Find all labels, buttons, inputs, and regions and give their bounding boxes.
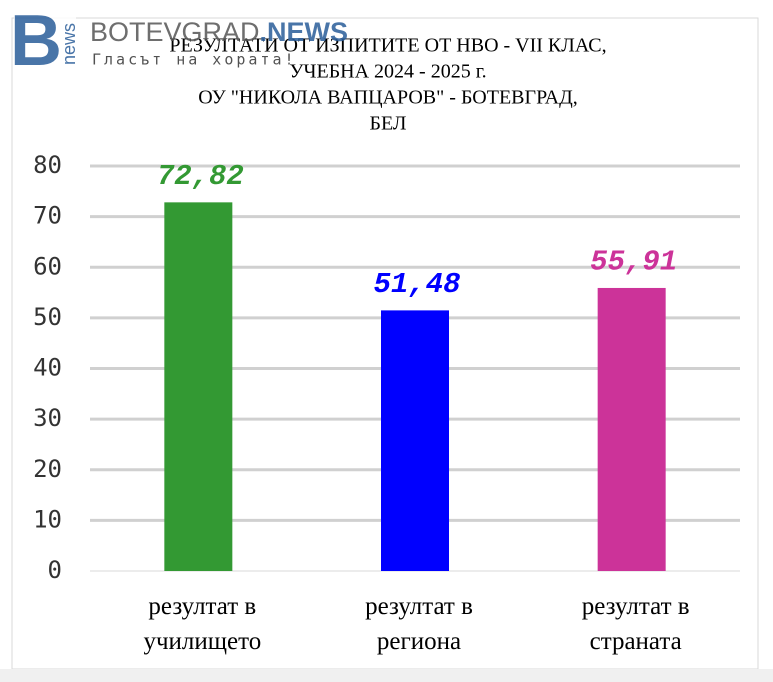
logo-word: news xyxy=(59,23,79,65)
y-tick-label: 20 xyxy=(33,455,62,483)
data-label: 51,48 xyxy=(373,268,460,301)
x-tick-label: резултат в региона xyxy=(365,593,473,655)
chart-title: УЧЕБНА 2024 - 2025 г. xyxy=(289,61,486,83)
y-tick-label: 50 xyxy=(33,303,62,331)
logo-bg xyxy=(14,10,76,78)
y-tick-label: 10 xyxy=(33,505,62,533)
brand: BOTEVGRAD.NEWS xyxy=(90,17,348,47)
chart-title: РЕЗУЛТАТИ ОТ ИЗПИТИТЕ ОТ НВО - VII КЛАС, xyxy=(169,35,606,57)
data-label: 55,91 xyxy=(590,246,677,279)
slogan: Гласът на хората! xyxy=(92,51,297,69)
x-tick-label: резултат в училището xyxy=(143,593,261,655)
data-label: 72,82 xyxy=(157,160,244,193)
watermark: B news BOTEVGRAD.NEWS Гласът на хората! xyxy=(10,1,348,81)
brand-suffix: .NEWS xyxy=(260,17,349,47)
logo-letter: B xyxy=(10,1,62,81)
x-tick-label: резултат в страната xyxy=(582,593,690,655)
y-tick-label: 40 xyxy=(33,354,62,382)
bar xyxy=(164,202,233,571)
y-tick-label: 30 xyxy=(33,404,62,432)
y-tick-label: 80 xyxy=(33,151,62,179)
bar xyxy=(381,310,449,571)
bar xyxy=(597,287,666,571)
brand-name: BOTEVGRAD xyxy=(90,17,260,47)
chart-title: БЕЛ xyxy=(369,113,406,135)
footer-strip xyxy=(0,669,773,682)
y-tick-label: 60 xyxy=(33,252,62,280)
y-tick-label: 0 xyxy=(48,556,62,584)
y-tick-label: 70 xyxy=(33,202,62,230)
chart-title: ОУ "НИКОЛА ВАПЦАРОВ" - БОТЕВГРАД, xyxy=(198,87,577,109)
